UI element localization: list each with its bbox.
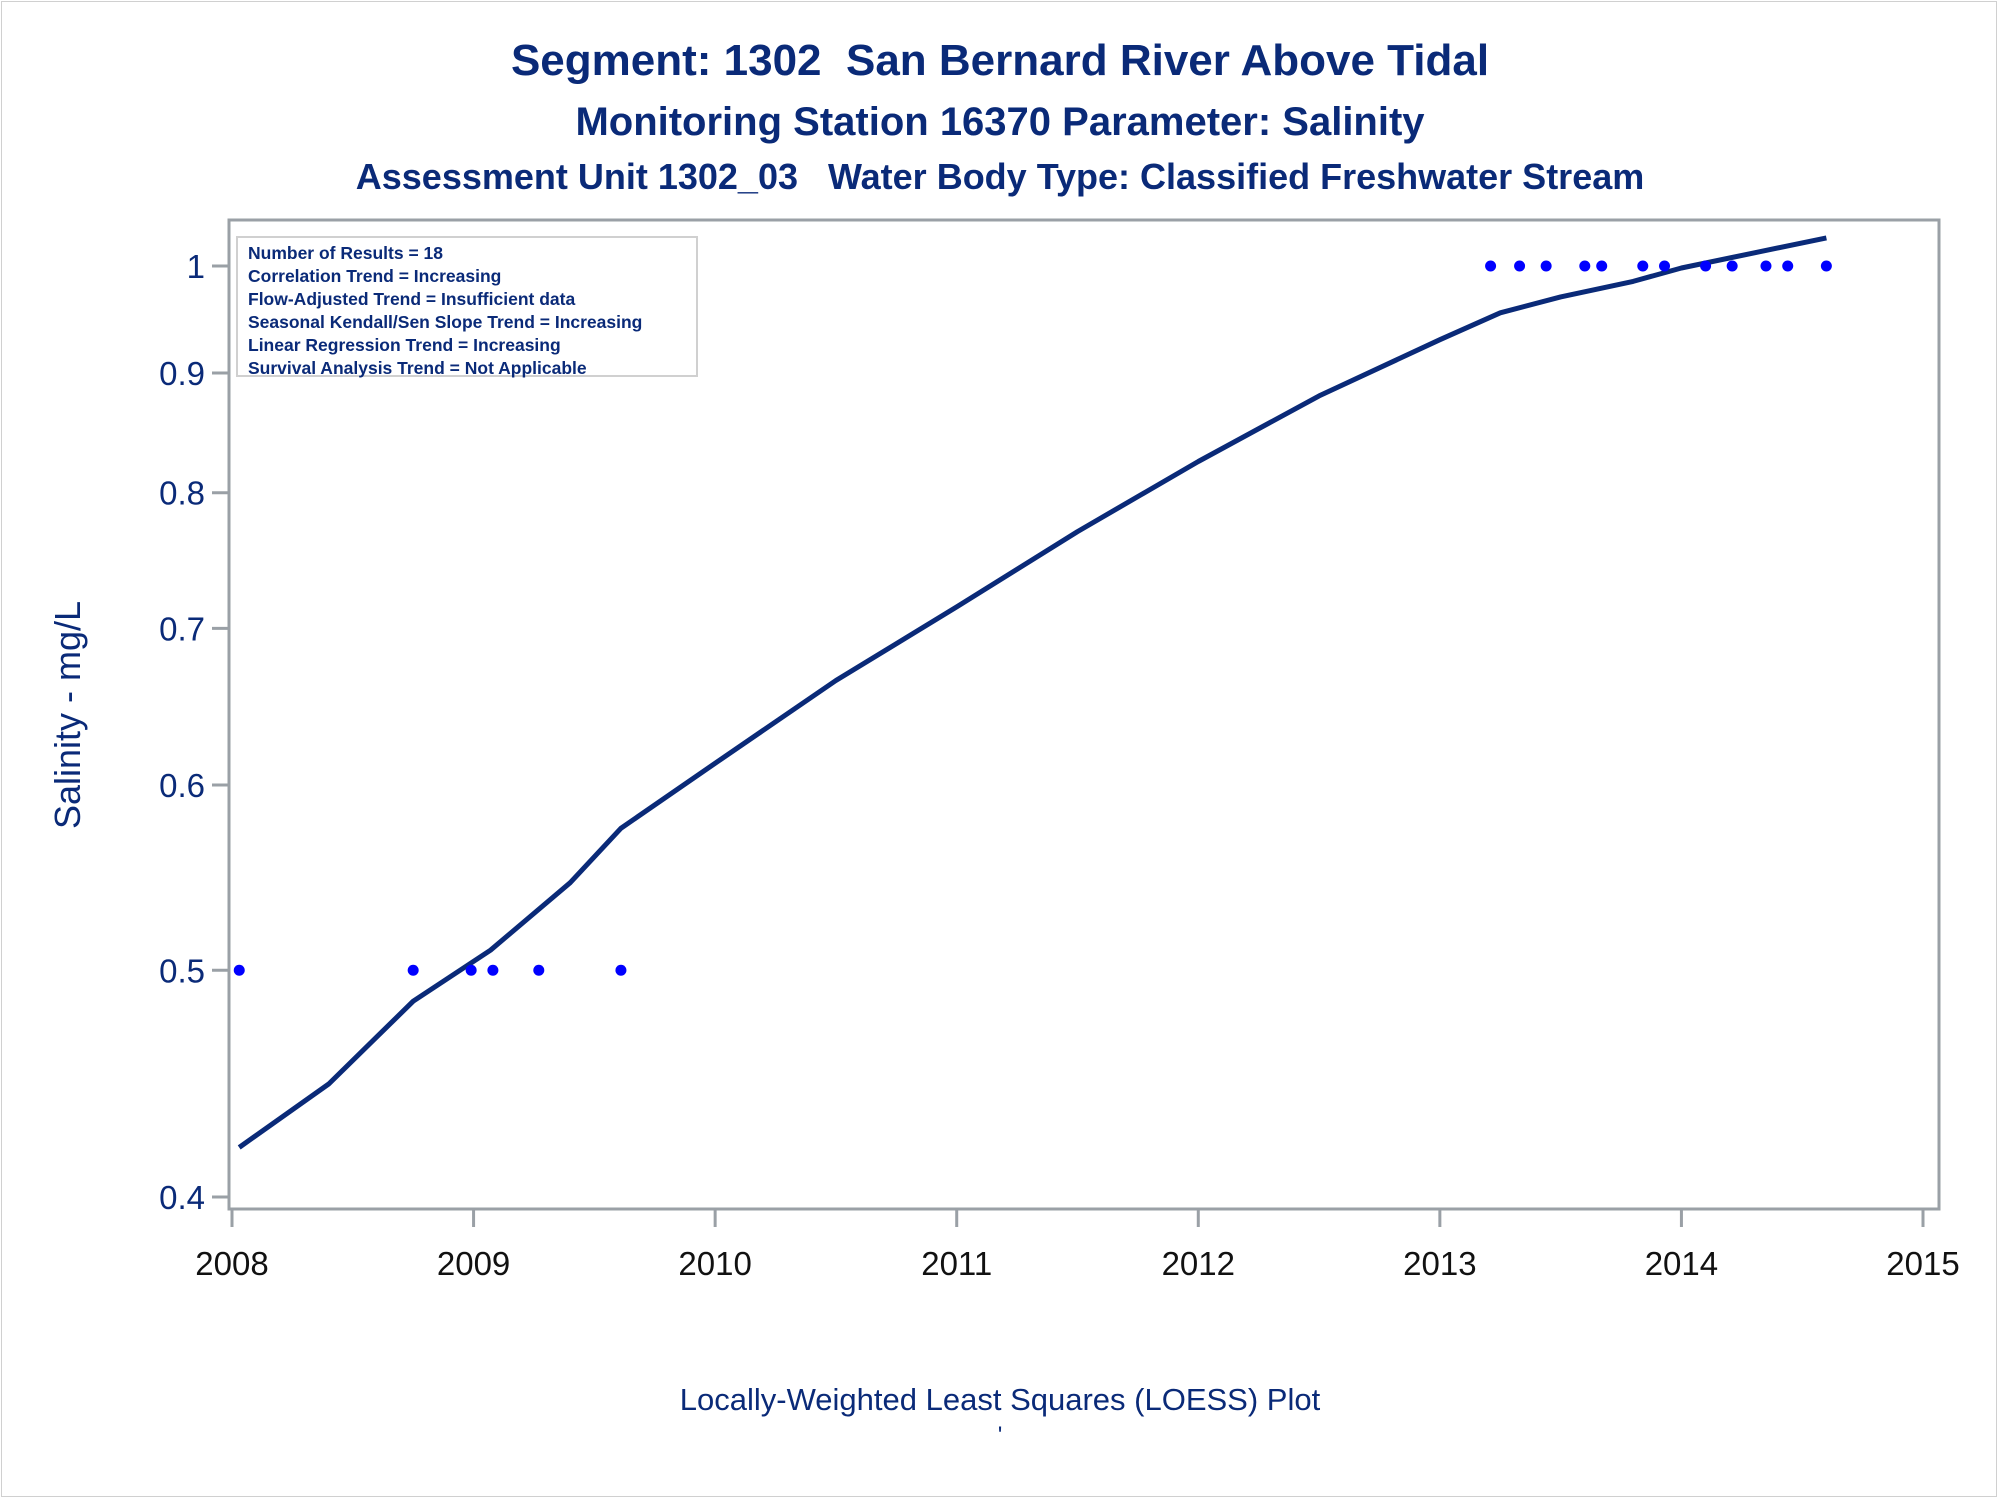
plot-type-footnote: Locally-Weighted Least Squares (LOESS) P… (679, 1382, 1321, 1417)
y-tick-label: 0.4 (159, 1179, 205, 1216)
y-tick-label: 1 (187, 248, 205, 285)
chart-subtitle-assessment: Assessment Unit 1302_03 Water Body Type:… (355, 156, 1645, 197)
y-tick-label: 0.5 (159, 952, 205, 989)
trend-info-box: Number of Results = 18 Correlation Trend… (236, 236, 698, 378)
x-tick-label: 2015 (1886, 1245, 1959, 1282)
data-point (233, 964, 245, 976)
y-axis-label: Salinity - mg/L (47, 601, 88, 829)
x-tick-label: 2009 (437, 1245, 510, 1282)
data-point (1514, 260, 1526, 272)
y-axis: 0.4 0.5 0.6 0.7 0.8 0.9 1 (159, 248, 229, 1216)
y-tick-label: 0.6 (159, 767, 205, 804)
data-point (1596, 260, 1608, 272)
info-linear-regression-trend: Linear Regression Trend = Increasing (248, 335, 561, 355)
plot-area (227, 218, 1941, 1211)
x-tick-label: 2011 (921, 1245, 992, 1282)
info-seasonal-kendall-trend: Seasonal Kendall/Sen Slope Trend = Incre… (248, 312, 643, 332)
info-number-of-results: Number of Results = 18 (248, 243, 443, 263)
footnote-mark: ' (997, 1422, 1003, 1449)
data-point (407, 964, 419, 976)
x-tick-label: 2010 (678, 1245, 751, 1282)
scatter-series (233, 260, 1832, 976)
y-tick-label: 0.7 (159, 610, 205, 647)
data-point (615, 964, 627, 976)
loess-line (237, 235, 1827, 1150)
x-axis: 2008 2009 2010 2011 2012 2013 2014 2015 (195, 1209, 1960, 1282)
data-point (1820, 260, 1832, 272)
y-tick-label: 0.8 (159, 475, 205, 512)
data-point (1540, 260, 1552, 272)
x-tick-label: 2008 (195, 1245, 268, 1282)
x-tick-label: 2013 (1403, 1245, 1476, 1282)
data-point (1726, 260, 1738, 272)
data-point (1659, 260, 1671, 272)
data-point (533, 964, 545, 976)
x-tick-label: 2012 (1162, 1245, 1235, 1282)
data-point (1782, 260, 1794, 272)
data-point (487, 964, 499, 976)
y-tick-label: 0.9 (159, 355, 205, 392)
info-correlation-trend: Correlation Trend = Increasing (248, 266, 502, 286)
data-point (1700, 260, 1712, 272)
chart-subtitle: Monitoring Station 16370 Parameter: Sali… (575, 100, 1425, 144)
info-flow-adjusted-trend: Flow-Adjusted Trend = Insufficient data (248, 289, 576, 309)
data-point (1637, 260, 1649, 272)
data-point (1760, 260, 1772, 272)
data-point (1579, 260, 1591, 272)
info-survival-analysis-trend: Survival Analysis Trend = Not Applicable (248, 358, 587, 378)
loess-series (237, 235, 1827, 1150)
chart-title: Segment: 1302 San Bernard River Above Ti… (510, 36, 1490, 85)
x-tick-label: 2014 (1645, 1245, 1718, 1282)
data-point (1485, 260, 1497, 272)
data-point (465, 964, 477, 976)
